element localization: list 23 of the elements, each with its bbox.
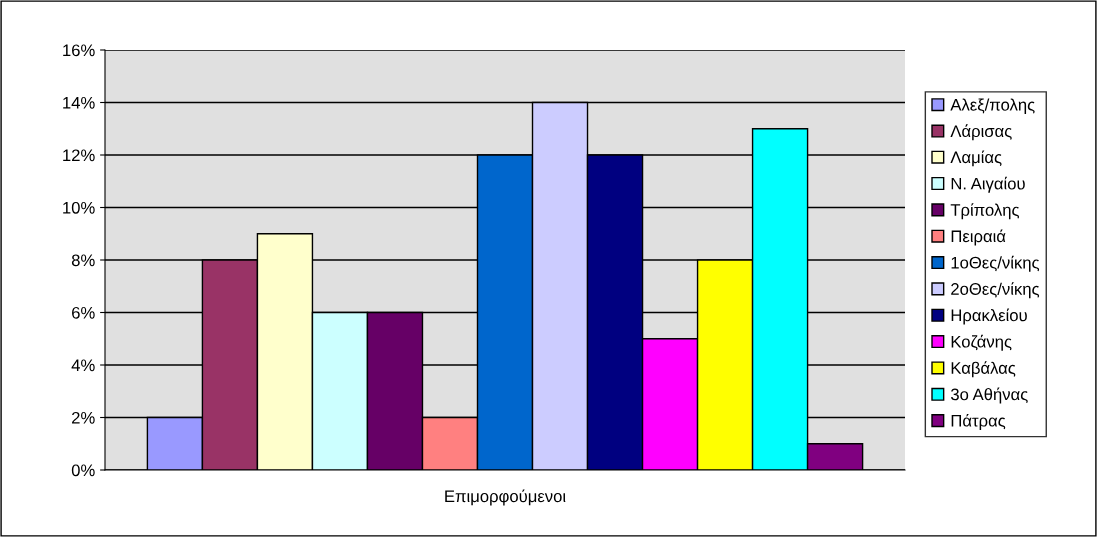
legend-label: Ηρακλείου — [951, 308, 1027, 325]
legend-label: Καβάλας — [951, 361, 1016, 378]
legend-label: Πάτρας — [951, 413, 1006, 430]
y-tick-label: 0% — [71, 464, 95, 477]
legend-label: 2οΘες/νίκης — [951, 282, 1040, 299]
legend-label: 1οΘες/νίκης — [951, 255, 1040, 272]
legend-label: Λαμίας — [950, 150, 1002, 167]
legend-label: Κοζάνης — [951, 334, 1012, 351]
y-tick-label: 12% — [63, 149, 95, 162]
legend-label: 3ο Αθήνας — [950, 387, 1028, 404]
legend-label: Αλεξ/πολης — [950, 98, 1035, 115]
y-tick-label: 10% — [63, 201, 95, 214]
y-tick-label: 16% — [63, 44, 95, 57]
legend-label: Λάρισας — [950, 124, 1012, 141]
y-tick-label: 8% — [71, 254, 95, 267]
y-tick-label: 2% — [72, 411, 95, 424]
legend-label: Ν. Αιγαίου — [951, 176, 1025, 193]
legend-label: Πειραιά — [951, 229, 1006, 246]
y-tick-label: 6% — [72, 306, 95, 319]
legend-label: Τρίπολης — [950, 203, 1020, 220]
y-tick-label: 4% — [71, 359, 95, 372]
y-tick-label: 14% — [63, 96, 95, 109]
x-tick-label: Επιμορφούμενοι — [445, 489, 566, 506]
